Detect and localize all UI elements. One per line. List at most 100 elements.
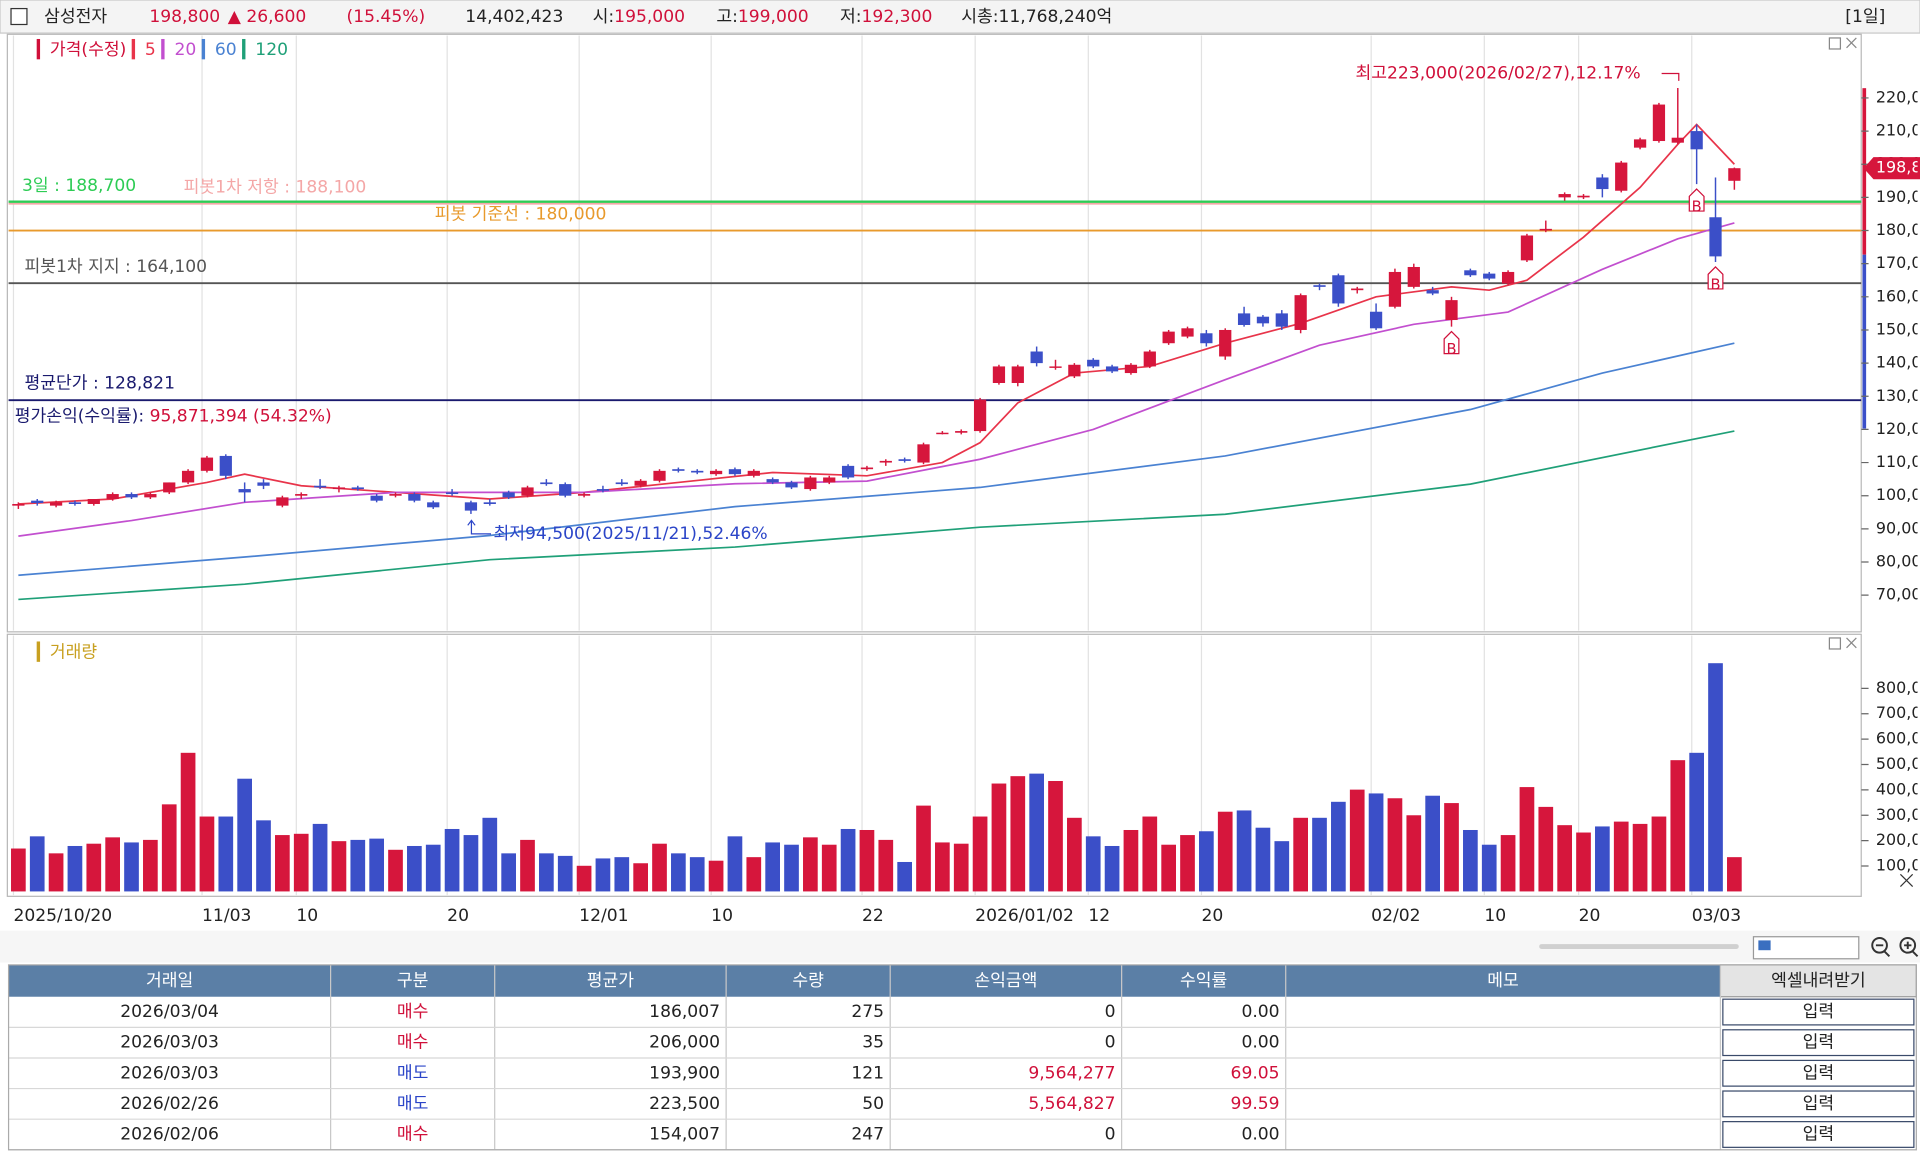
candle-body: [1087, 359, 1100, 367]
axis-color-bar: [1862, 254, 1867, 429]
zoom-in[interactable]: [1899, 936, 1917, 954]
candle-body: [1351, 288, 1364, 291]
candle-body: [68, 502, 82, 504]
zoom-out[interactable]: [1875, 944, 1891, 958]
zoom-handle[interactable]: [1758, 940, 1771, 951]
cell: 0.00: [1241, 1002, 1279, 1022]
candle-body: [1501, 271, 1515, 284]
close-icon[interactable]: [1846, 637, 1857, 649]
cell: 275: [851, 1002, 884, 1022]
volume-bar: [671, 853, 686, 892]
volume-bar: [1651, 816, 1667, 892]
column-header: 메모: [1487, 971, 1519, 991]
maximize-icon[interactable]: [1828, 637, 1842, 650]
y-tick-label: 700,000: [1876, 703, 1920, 722]
zoom-in[interactable]: [1904, 941, 1919, 958]
scrollbar[interactable]: [1539, 944, 1739, 949]
x-tick-label: 20: [447, 906, 469, 926]
candle-body: [1049, 366, 1062, 368]
cell: 154,007: [649, 1124, 720, 1144]
y-tick-label: 210,000: [1876, 121, 1920, 140]
volume-bar: [1463, 829, 1478, 892]
volume-bar: [557, 855, 573, 892]
period-button[interactable]: [1일]: [1845, 7, 1885, 27]
candle-body: [1652, 104, 1666, 142]
checkbox[interactable]: [10, 7, 28, 26]
volume-bar: [48, 853, 64, 892]
candle-body: [973, 399, 987, 432]
close-icon[interactable]: [1846, 37, 1857, 49]
volume-bar: [105, 837, 120, 892]
x-tick-label: 10: [1484, 906, 1506, 926]
volume-bar: [1293, 817, 1308, 892]
trade-table: 거래일 구분 평균가 수량 손익금액 수익률 메모 엑셀내려받기 2026/03/04 매수 186…: [7, 964, 1917, 1151]
candle-body: [1615, 162, 1628, 191]
candle-body: [31, 500, 44, 503]
candle-body: [144, 494, 157, 498]
cell: 0: [1105, 1124, 1116, 1144]
volume-bar: [331, 841, 347, 892]
stock-name: 삼성전자: [44, 7, 107, 27]
label: 시총:: [961, 7, 998, 27]
volume-bar: [689, 857, 705, 892]
ma-line: [18, 430, 1735, 601]
candle-body: [823, 477, 836, 483]
candle-body: [992, 366, 1006, 383]
cell: 매수: [397, 1124, 429, 1144]
volume-bar: [425, 844, 441, 892]
y-tick-label: 80,000: [1876, 551, 1920, 570]
legend-entry: 20: [174, 40, 196, 60]
volume-bar: [1217, 811, 1233, 892]
volume-bar: [1576, 832, 1591, 892]
candle-body: [1596, 177, 1609, 190]
zoom-slider[interactable]: [1752, 936, 1860, 960]
legend-entry: 120: [255, 40, 288, 60]
candle-body: [804, 477, 817, 490]
zoom-out[interactable]: [1871, 936, 1888, 954]
price-panel: [6, 33, 1862, 633]
input-button-label[interactable]: 입력: [1803, 1094, 1835, 1114]
volume-bar: [11, 848, 26, 892]
candle-body: [12, 503, 25, 506]
column-header: 구분: [397, 971, 429, 991]
candle-body: [615, 482, 628, 485]
candle-body: [87, 499, 100, 504]
eval-label: 평가손익(수익률):: [15, 406, 150, 426]
cell: 2026/03/03: [120, 1063, 219, 1083]
maximize-icon[interactable]: [1828, 37, 1842, 50]
volume-bar: [1538, 806, 1554, 892]
panel-icons: [1828, 37, 1914, 887]
signal-marker: [1443, 330, 1460, 355]
input-button-label[interactable]: 입력: [1803, 1033, 1835, 1053]
volume-bar: [1312, 817, 1327, 892]
cell: 2026/03/04: [120, 1002, 219, 1022]
close-icon[interactable]: [1899, 873, 1914, 887]
cell: 매도: [397, 1094, 429, 1114]
candle-body: [1426, 290, 1439, 294]
column-header[interactable]: 엑셀내려받기: [1771, 971, 1866, 991]
candle-body: [1577, 195, 1590, 198]
input-button-label[interactable]: 입력: [1803, 1002, 1835, 1022]
candle-body: [1068, 364, 1081, 377]
candle-body: [408, 494, 421, 501]
legend: ▎가격(수정) ▎5 ▎20 ▎60 ▎120: [36, 38, 288, 60]
input-button[interactable]: [1722, 1059, 1915, 1087]
volume-bar: [1180, 835, 1195, 892]
candle-body: [238, 489, 251, 493]
input-button[interactable]: [1722, 1090, 1915, 1118]
rate: (15.45%): [347, 7, 426, 27]
input-button[interactable]: [1722, 998, 1915, 1026]
market-cap: 시총:11,768,240억: [961, 7, 1112, 27]
candle-body: [1445, 300, 1458, 321]
y-tick-label: 800,000: [1876, 678, 1920, 697]
input-button[interactable]: [1722, 1029, 1915, 1057]
high-arrow: [1661, 72, 1680, 81]
input-button[interactable]: [1722, 1121, 1915, 1148]
input-button-label[interactable]: 입력: [1803, 1063, 1835, 1083]
volume-bar: [765, 842, 780, 892]
input-button-label[interactable]: 입력: [1803, 1124, 1835, 1144]
volume-bar: [576, 865, 592, 892]
candle-body: [295, 494, 308, 496]
column-header: 수량: [792, 971, 824, 991]
